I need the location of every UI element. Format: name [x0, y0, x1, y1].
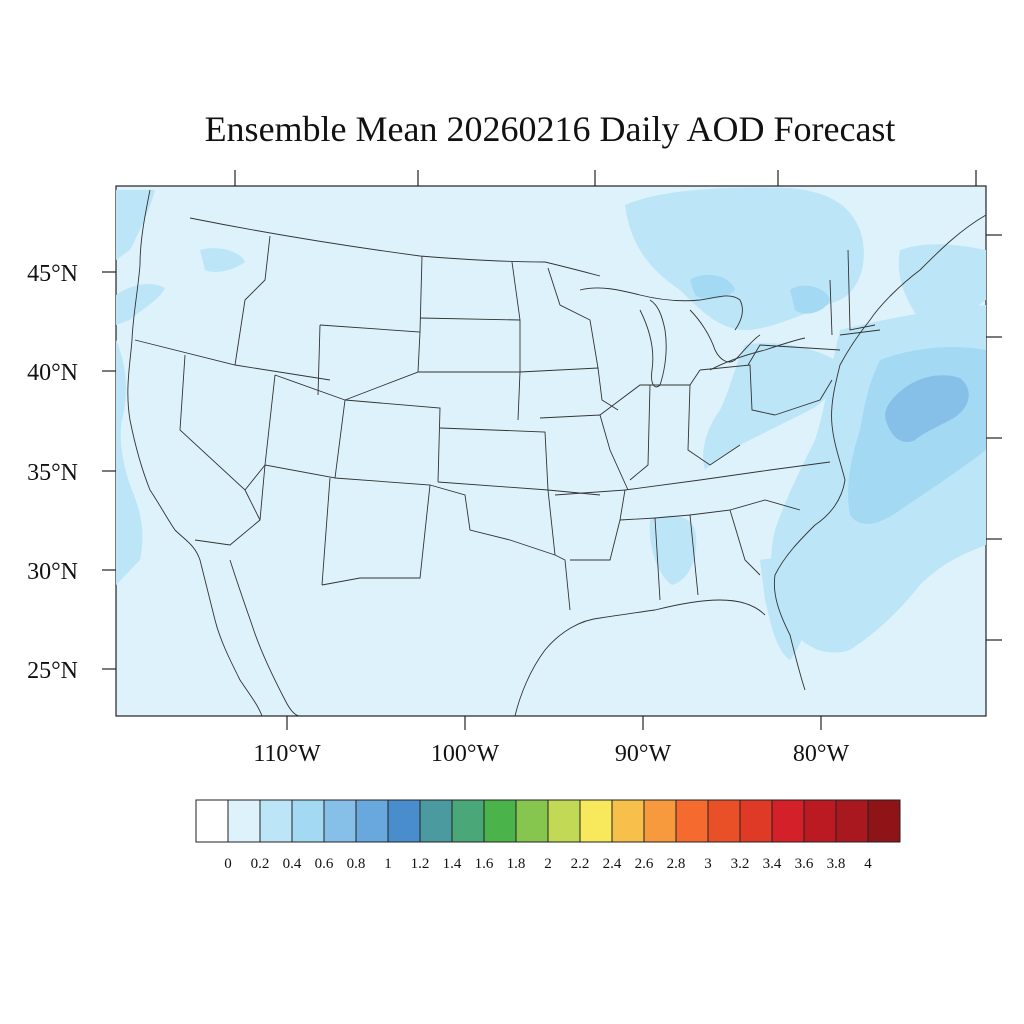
colorbar-label: 1 — [384, 856, 392, 872]
lon-label-110: 110°W — [253, 741, 321, 767]
colorbar-label: 2 — [544, 856, 552, 872]
colorbar-label: 0.8 — [347, 856, 366, 872]
colorbar: 0 0.2 0.4 0.6 0.8 1 1.2 1.4 1.6 1.8 2 2.2 2.4 2.6 2.8 3… — [195, 799, 901, 872]
colorbar-label: 2.2 — [571, 856, 590, 872]
colorbar-swatch — [643, 799, 677, 843]
colorbar-swatch — [675, 799, 709, 843]
colorbar-label: 1.4 — [443, 856, 462, 872]
colorbar-swatch — [835, 799, 869, 843]
colorbar-swatch — [483, 799, 517, 843]
colorbar-swatch — [291, 799, 325, 843]
colorbar-swatch — [259, 799, 293, 843]
colorbar-label: 3.8 — [827, 856, 846, 872]
lake-superior — [579, 287, 743, 331]
colorbar-label: 1.8 — [507, 856, 526, 872]
lon-label-100: 100°W — [431, 741, 500, 767]
contour-ny — [790, 285, 830, 314]
boundaries — [127, 189, 987, 717]
contour-atlantic-core — [885, 375, 969, 442]
colorbar-label: 0 — [224, 856, 232, 872]
lat-label-25: 25°N — [27, 658, 78, 684]
colorbar-label: 0.4 — [283, 856, 302, 872]
colorbar-swatch — [739, 799, 773, 843]
colorbar-label: 0.6 — [315, 856, 334, 872]
contour-idaho — [200, 248, 245, 273]
ticks — [102, 170, 1002, 730]
lat-label-35: 35°N — [27, 460, 78, 486]
colorbar-swatch — [611, 799, 645, 843]
aod-contours — [116, 187, 986, 660]
colorbar-swatch — [515, 799, 549, 843]
colorbar-label: 3.4 — [763, 856, 782, 872]
canada-border — [189, 217, 601, 277]
colorbar-swatch — [227, 799, 261, 843]
lat-label-40: 40°N — [27, 360, 78, 386]
colorbar-swatch — [707, 799, 741, 843]
contour-mississippi — [649, 515, 697, 585]
contour-pacific-north — [116, 284, 165, 325]
west-coastline — [127, 189, 263, 717]
colorbar-swatch — [579, 799, 613, 843]
lon-labels: 110°W 100°W 90°W 80°W — [253, 741, 849, 767]
lon-label-80: 80°W — [793, 741, 850, 767]
colorbar-label: 2.8 — [667, 856, 686, 872]
colorbar-label: 3.2 — [731, 856, 750, 872]
colorbar-swatch — [387, 799, 421, 843]
colorbar-swatch — [803, 799, 837, 843]
colorbar-label: 3 — [704, 856, 712, 872]
contour-maritime — [898, 244, 986, 324]
colorbar-swatch — [195, 799, 229, 843]
baja-coast — [229, 559, 301, 717]
colorbar-swatch — [771, 799, 805, 843]
contour-appalachia — [703, 343, 837, 470]
contour-pacific-coast — [116, 340, 143, 585]
lat-label-45: 45°N — [27, 261, 78, 287]
colorbar-label: 0.2 — [251, 856, 270, 872]
colorbar-swatch — [323, 799, 357, 843]
map-title: Ensemble Mean 20260216 Daily AOD Forecas… — [204, 109, 896, 149]
lake-erie — [709, 337, 806, 371]
lon-label-90: 90°W — [615, 741, 672, 767]
lat-labels: 45°N 40°N 35°N 30°N 25°N — [27, 261, 78, 684]
colorbar-label: 4 — [864, 856, 872, 872]
colorbar-swatch — [451, 799, 485, 843]
lake-huron — [689, 309, 761, 363]
colorbar-label: 2.4 — [603, 856, 622, 872]
colorbar-label: 2.6 — [635, 856, 654, 872]
gulf-coastline — [514, 599, 766, 717]
colorbar-swatch — [867, 799, 901, 843]
colorbar-swatch — [355, 799, 389, 843]
contour-michigan — [690, 274, 735, 300]
colorbar-label: 1.2 — [411, 856, 430, 872]
colorbar-swatch — [547, 799, 581, 843]
colorbar-label: 3.6 — [795, 856, 814, 872]
contour-pacific-nw — [116, 190, 155, 260]
colorbar-label: 1.6 — [475, 856, 494, 872]
lat-label-30: 30°N — [27, 559, 78, 585]
east-coastline — [773, 214, 987, 691]
contour-florida — [760, 558, 812, 660]
colorbar-swatch — [419, 799, 453, 843]
